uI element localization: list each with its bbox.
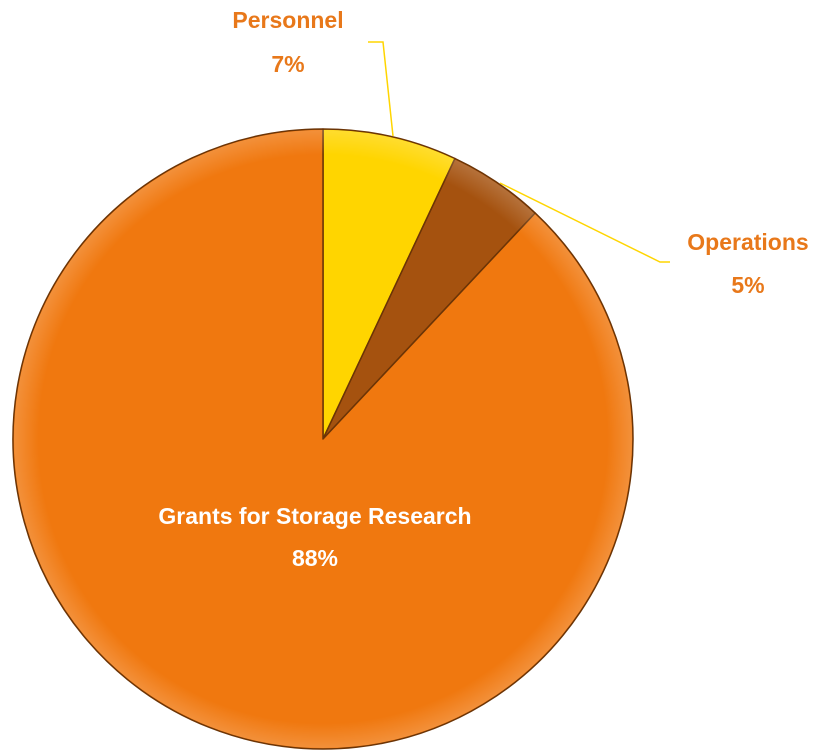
category-label: Operations [687,229,808,255]
category-label: Grants for Storage Research [158,503,471,529]
value-label: 7% [271,51,304,77]
value-label: 88% [292,545,338,571]
category-label: Personnel [232,7,343,33]
leader-line [368,41,394,137]
pie-slice [12,128,634,750]
value-label: 5% [731,272,764,298]
pie [12,128,634,750]
leader-line [499,182,670,263]
